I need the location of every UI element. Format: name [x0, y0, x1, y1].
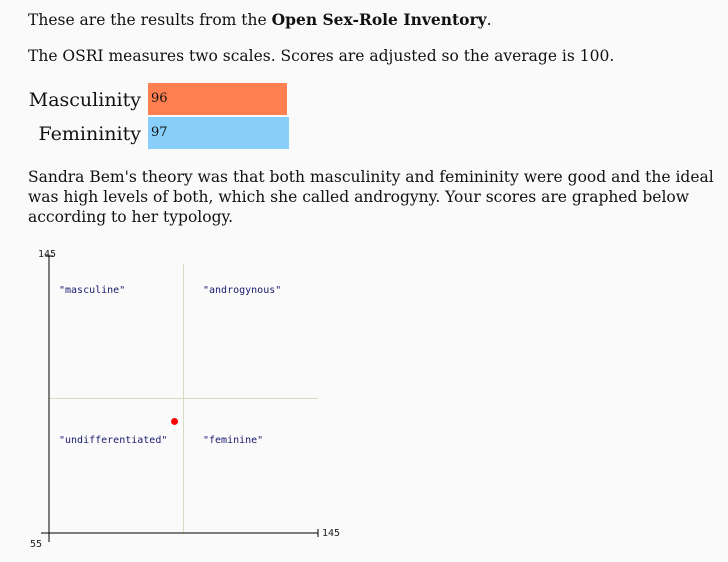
- femininity-bar: 97: [148, 117, 289, 149]
- quadrant-label-undifferentiated: "undifferentiated": [59, 435, 167, 446]
- quadrant-label-feminine: "feminine": [203, 435, 263, 446]
- intro-prefix: These are the results from the: [28, 11, 272, 29]
- intro-suffix: .: [486, 11, 492, 29]
- score-point: [171, 417, 179, 425]
- x-tick-label-max: 145: [322, 528, 340, 539]
- y-tick-label-max: 145: [38, 249, 56, 260]
- masculinity-label: Masculinity: [28, 89, 141, 111]
- theory-text: Sandra Bem's theory was that both mascul…: [28, 168, 714, 226]
- y-tick-label-min: 55: [30, 539, 42, 550]
- quadrant-label-masculine: "masculine": [59, 285, 125, 296]
- masculinity-bar: 96: [148, 83, 287, 115]
- intro-text: These are the results from the Open Sex-…: [28, 10, 492, 30]
- quadrant-label-androgynous: "androgynous": [203, 285, 281, 296]
- femininity-label: Femininity: [38, 123, 141, 145]
- scales-note: The OSRI measures two scales. Scores are…: [28, 47, 615, 65]
- bem-typology-chart: 145 55 145 "masculine" "androgynous" "undiffe…: [30, 249, 340, 550]
- test-name: Open Sex-Role Inventory: [271, 10, 487, 29]
